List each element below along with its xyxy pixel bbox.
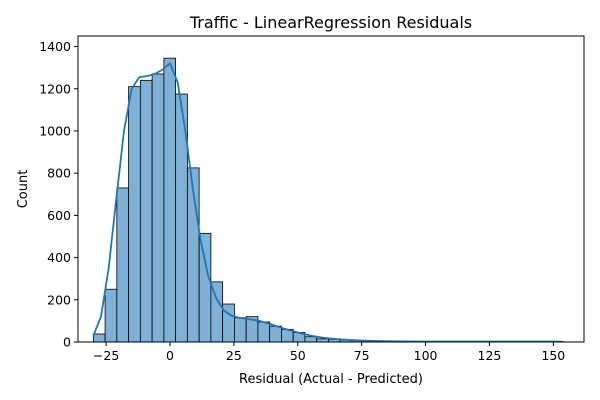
y-tick-label: 0 [63, 335, 71, 350]
plot-frame [77, 35, 585, 343]
y-tick-label: 400 [47, 250, 71, 265]
histogram-bars [92, 57, 564, 343]
y-tick-label: 1000 [39, 123, 71, 138]
histogram-bar [198, 232, 212, 343]
y-tick-label: 600 [47, 208, 71, 223]
x-tick-label: 125 [478, 348, 502, 363]
x-tick-label: 100 [414, 348, 438, 363]
y-tick-label: 1200 [39, 81, 71, 96]
x-tick-label: 50 [290, 348, 306, 363]
histogram-bar [116, 187, 129, 343]
y-tick-label: 200 [47, 292, 71, 307]
histogram-bar [163, 57, 177, 343]
histogram-bar [128, 86, 141, 343]
x-tick-label: 25 [226, 348, 242, 363]
y-tick-label: 800 [47, 166, 71, 181]
histogram-bar [139, 79, 153, 343]
histogram-bar [92, 333, 106, 343]
histogram-bar [269, 325, 282, 343]
y-axis-ticks: 0 200 400 600 800 1000 1200 1400 [39, 39, 78, 350]
histogram-bar [304, 336, 318, 343]
histogram-bar [233, 317, 247, 343]
x-tick-label: 150 [541, 348, 565, 363]
y-tick-label: 1400 [39, 39, 71, 54]
x-axis-ticks: −25 0 25 50 75 100 125 150 [93, 342, 565, 363]
kde-line [92, 62, 561, 343]
histogram-bar [104, 288, 118, 343]
y-axis-label: Count [16, 170, 31, 209]
histogram-bar [151, 73, 165, 343]
histogram-bar [257, 321, 271, 343]
x-tick-label: −25 [93, 348, 119, 363]
x-tick-label: 75 [354, 348, 370, 363]
x-tick-label: 0 [166, 348, 174, 363]
histogram-bar [222, 303, 235, 343]
kde-curve-group [92, 62, 561, 343]
x-axis-label: Residual (Actual - Predicted) [239, 372, 423, 387]
chart-title: Traffic - LinearRegression Residuals [189, 13, 472, 32]
